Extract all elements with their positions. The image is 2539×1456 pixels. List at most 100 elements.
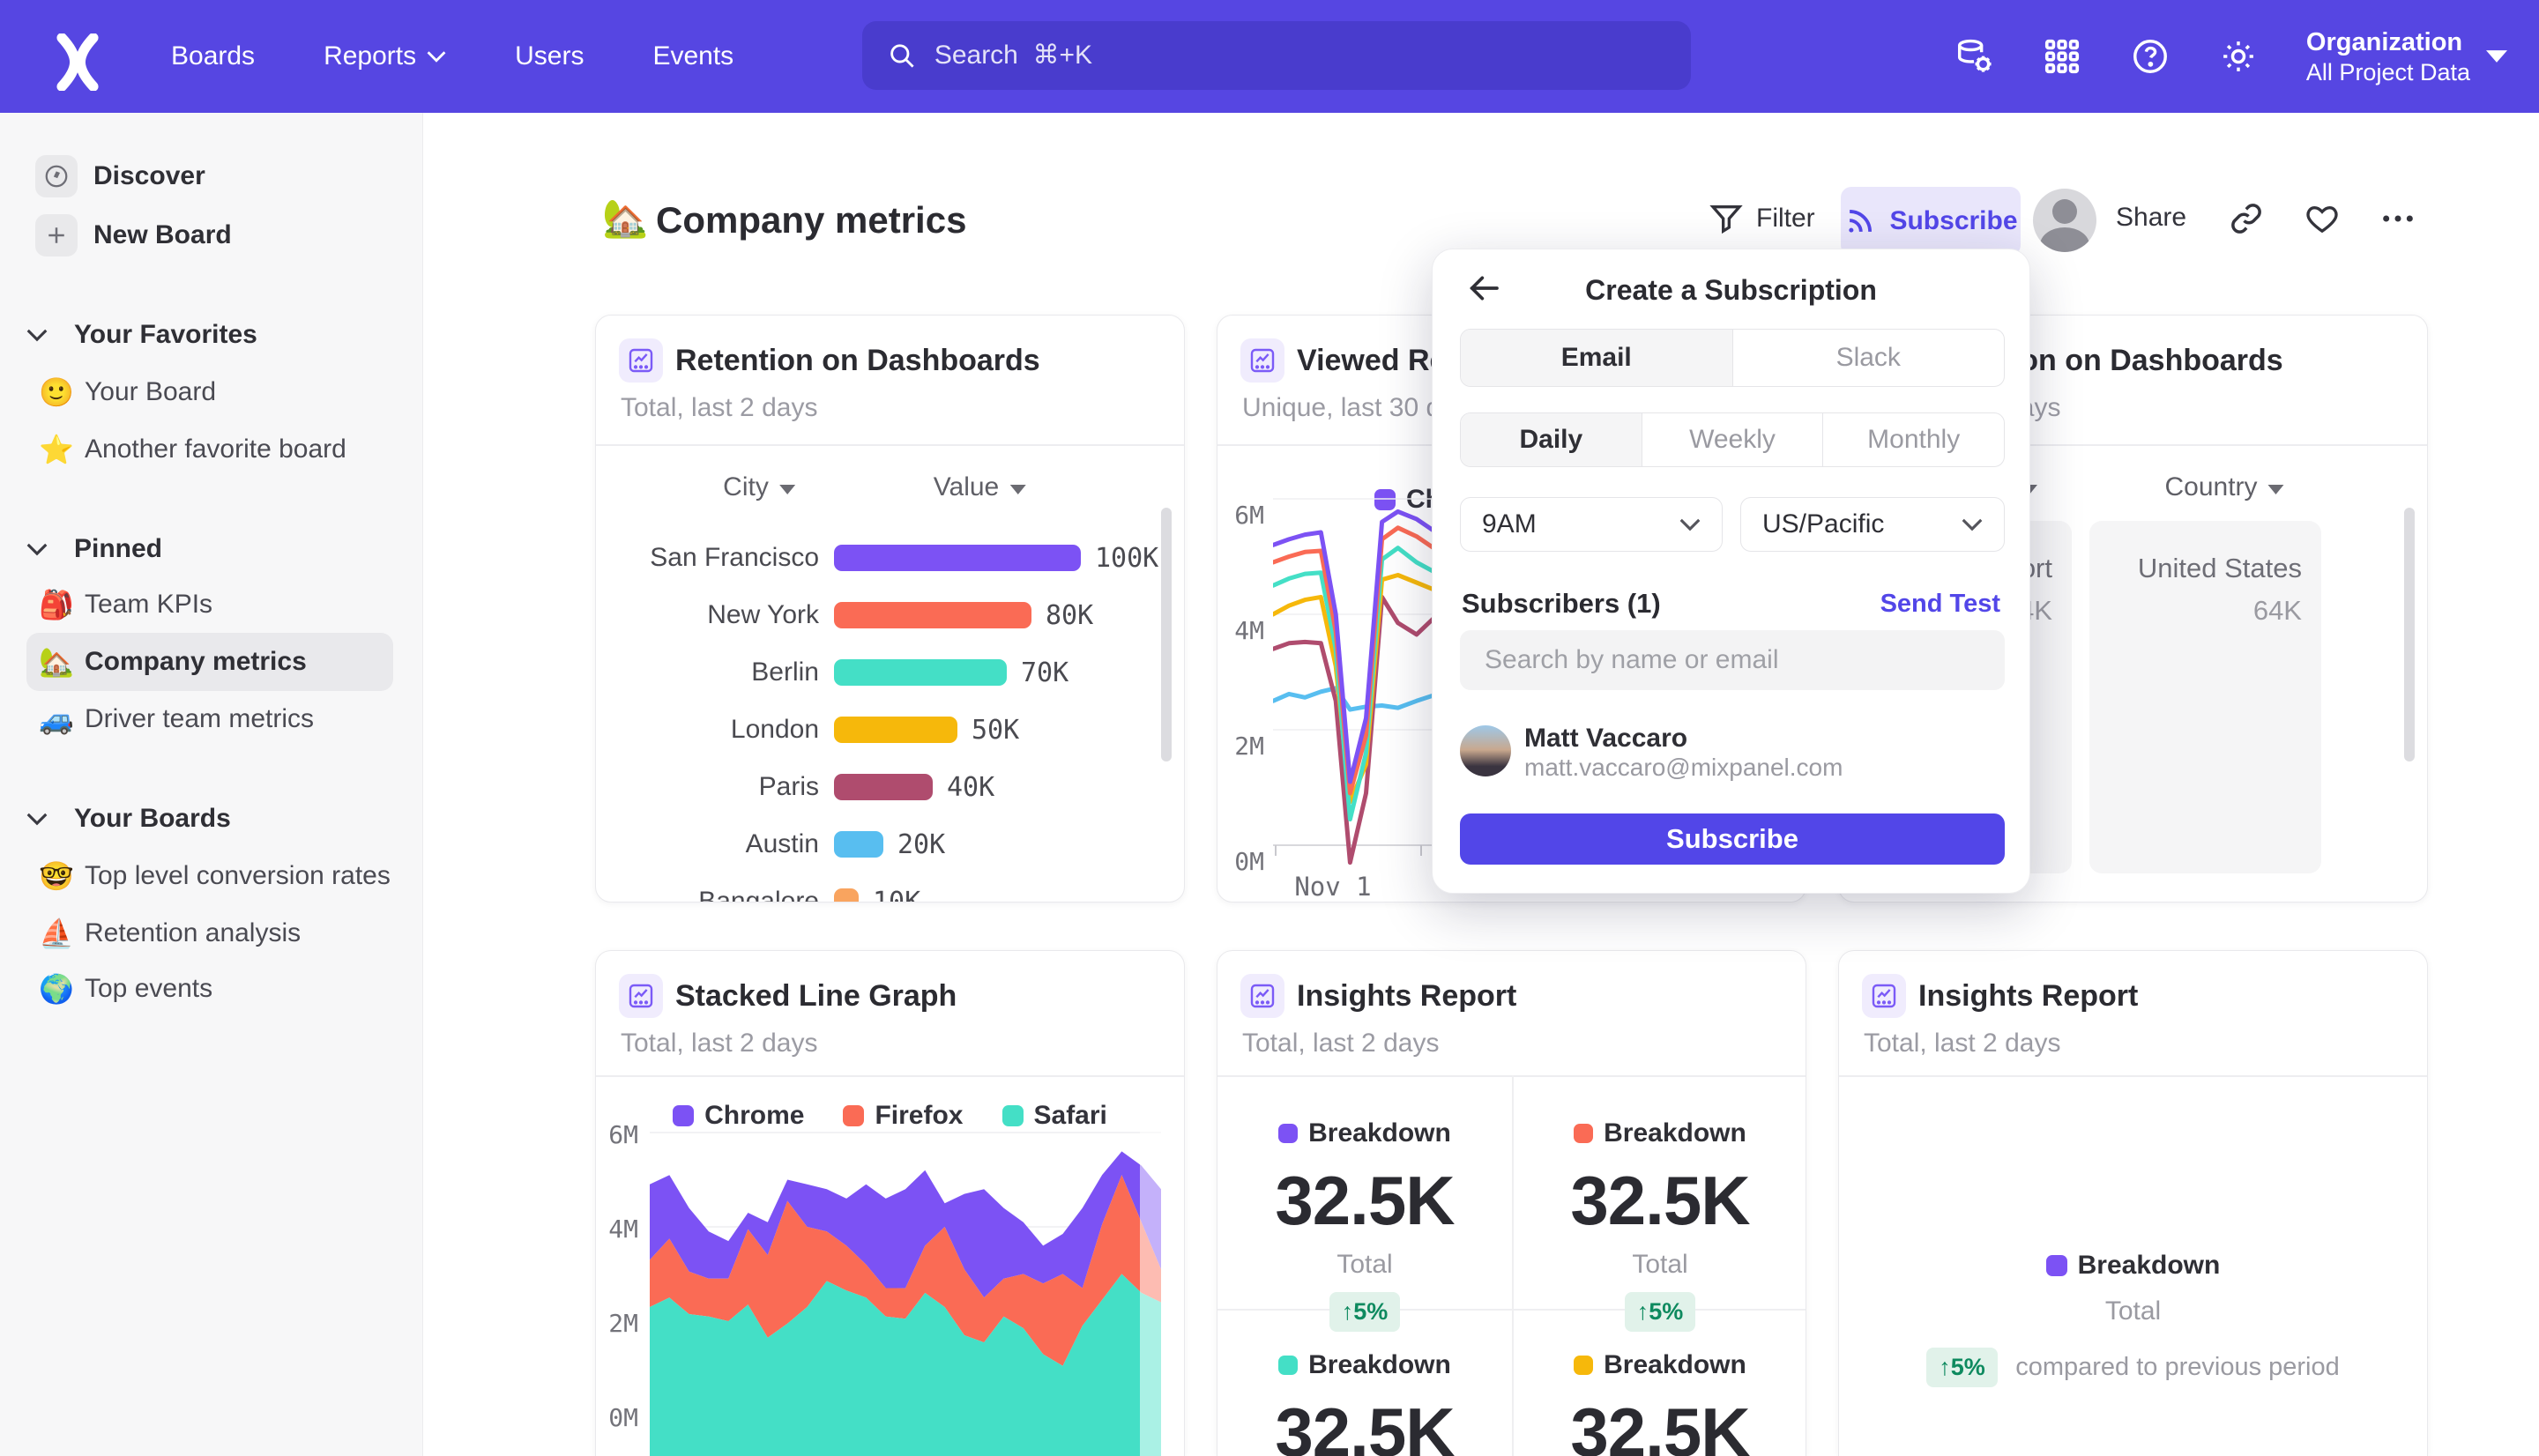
sidebar-section-pinned[interactable]: Pinned [0,524,423,574]
card-title[interactable]: Retention on Dashboards [675,344,1040,377]
tab-daily[interactable]: Daily [1461,413,1642,466]
column-header-value[interactable]: Value [934,472,1026,502]
subscribe-button[interactable]: Subscribe [1841,187,2021,256]
scrollbar[interactable] [1161,508,1172,761]
table-row-san-francisco[interactable]: San Francisco 100K [650,543,1159,574]
nav-link-users[interactable]: Users [515,41,584,71]
sidebar-item-top-level-conversion-rates[interactable]: 🤓 Top level conversion rates [39,860,391,892]
more-options-button[interactable] [2380,201,2416,236]
table-row-berlin[interactable]: Berlin 70K [751,657,1069,688]
sidebar-item-another-favorite-board[interactable]: ⭐ Another favorite board [39,434,346,465]
metric-value: 32.5K [1275,1393,1455,1456]
table-row-paris[interactable]: Paris 40K [758,772,995,803]
board-emoji: ⛵ [39,917,74,949]
page-title: Company metrics [656,199,967,241]
nav-link-events[interactable]: Events [652,41,734,71]
xtick-nov1: Nov 1 [1294,872,1372,902]
card-title[interactable]: Stacked Line Graph [675,979,957,1013]
frequency-tabs: Daily Weekly Monthly [1460,412,2005,467]
sidebar-section-your-favorites[interactable]: Your Favorites [0,310,423,360]
global-search[interactable] [862,21,1691,90]
sidebar-item-top-events[interactable]: 🌍 Top events [39,973,213,1005]
nav-link-reports[interactable]: Reports [324,41,446,71]
sidebar-discover[interactable]: Discover [0,148,423,204]
sidebar-new-board[interactable]: New Board [0,207,423,264]
metric-tile-2[interactable]: Breakdown 32.5K Total ↑5% [1513,1118,1806,1332]
value-bar [834,545,1081,571]
sidebar-item-retention-analysis[interactable]: ⛵ Retention analysis [39,917,302,949]
column-header-city[interactable]: City [723,472,795,502]
ytick-4m: 4M [608,1215,638,1244]
apps-grid-icon[interactable] [2042,36,2082,77]
chevron-down-icon [427,51,446,63]
sidebar-section-your-boards[interactable]: Your Boards [0,794,423,843]
report-chart-icon [619,338,663,383]
card-stacked-line: Stacked Line Graph Total, last 2 days Ch… [595,950,1185,1456]
card-title[interactable]: Insights Report [1918,979,2139,1013]
legend-item-safari[interactable]: Safari [1001,1101,1107,1131]
settings-gear-icon[interactable] [2218,36,2259,77]
metric-sub: Total [1337,1250,1393,1279]
legend-item-firefox[interactable]: Firefox [843,1101,964,1131]
tab-email[interactable]: Email [1461,330,1732,386]
legend-label: Breakdown [2077,1251,2221,1280]
sidebar-item-company-metrics[interactable]: 🏡 Company metrics [39,646,307,678]
tab-slack[interactable]: Slack [1731,330,2005,386]
sidebar-item-driver-team-metrics[interactable]: 🚙 Driver team metrics [39,703,315,735]
value-label: 100K [1095,543,1159,574]
table-row-london[interactable]: London 50K [730,715,1020,746]
filter-label: Filter [1756,204,1815,233]
favorite-button[interactable] [2304,201,2340,236]
filter-button[interactable]: Filter [1709,201,1815,236]
tab-weekly[interactable]: Weekly [1641,413,1823,466]
share-button[interactable]: Share [2116,203,2186,233]
country-value: 64K [2252,595,2302,626]
modal-subscribe-button[interactable]: Subscribe [1460,813,2005,865]
back-icon[interactable] [1466,271,1501,306]
legend-item-chrome[interactable]: Chrome [673,1101,804,1131]
timezone-select[interactable]: US/Pacific [1740,497,2005,552]
time-select[interactable]: 9AM [1460,497,1723,552]
table-row-new-york[interactable]: New York 80K [707,600,1094,631]
column-header-country[interactable]: Country [2164,472,2284,502]
value-label: 10K [873,887,921,903]
sidebar-item-your-board[interactable]: 🙂 Your Board [39,376,217,408]
copy-link-button[interactable] [2229,201,2264,236]
board-owner-avatar[interactable] [2033,189,2096,252]
metric-value: 32.5K [1570,1162,1750,1239]
metric-value: 32.5K [1275,1162,1455,1239]
tab-monthly[interactable]: Monthly [1822,413,2004,466]
nav-link-boards[interactable]: Boards [171,41,256,71]
subscriber-name: Matt Vaccaro [1524,724,1688,753]
org-project: All Project Data [2305,58,2470,85]
org-switcher[interactable]: Organization All Project Data [2306,26,2507,85]
data-management-icon[interactable] [1954,36,1994,77]
send-test-link[interactable]: Send Test [1880,590,2000,618]
metric-tile-1[interactable]: Breakdown 32.5K Total ↑5% [1217,1118,1512,1332]
board-emoji: 🏡 [39,646,74,678]
nav-links: Boards Reports Users Events [171,0,733,113]
help-icon[interactable] [2130,36,2170,77]
table-row-bangalore[interactable]: Bangalore 10K [596,873,1184,903]
share-label: Share [2116,203,2187,232]
board-emoji: 🚙 [39,703,74,735]
navbar-right: Organization All Project Data [1954,0,2507,113]
table-row-austin[interactable]: Austin 20K [745,829,946,860]
search-input[interactable] [934,41,1666,71]
metric-legend: Breakdown [1217,1350,1512,1380]
card-title[interactable]: Insights Report [1297,979,1517,1013]
board-emoji: 🙂 [39,376,74,408]
report-chart-icon [1240,974,1284,1018]
value-bar [834,831,883,858]
metric-delta-row: ↑5% compared to previous period [1839,1335,2427,1387]
country-cell[interactable]: United States 64K [2089,521,2321,873]
legend-swatch [2045,1255,2067,1276]
subscriber-search-input[interactable] [1460,630,2005,690]
mixpanel-logo-icon[interactable] [55,33,101,92]
search-icon [890,44,914,68]
scrollbar[interactable] [2404,508,2415,761]
sidebar-item-team-kpis[interactable]: 🎒 Team KPIs [39,589,213,620]
ytick-6m: 6M [608,1120,638,1149]
